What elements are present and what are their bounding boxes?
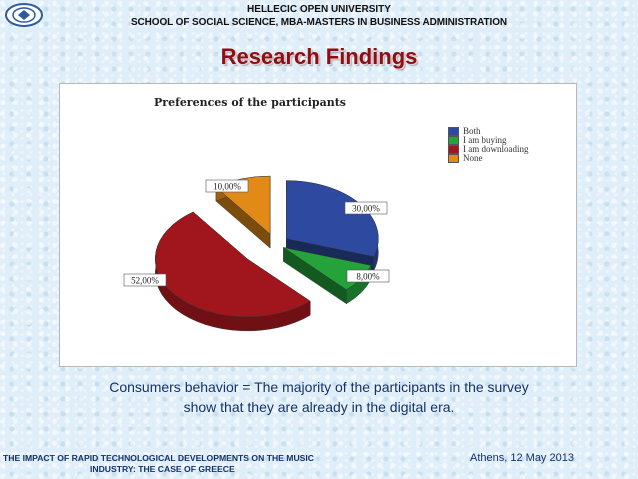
legend-item: I am buying bbox=[448, 136, 529, 145]
caption-line-1: Consumers behavior = The majority of the… bbox=[109, 379, 529, 395]
legend-item: I am downloading bbox=[448, 145, 529, 154]
legend-item: Both bbox=[448, 127, 529, 136]
data-label: 52,00% bbox=[123, 273, 167, 287]
legend-swatch bbox=[448, 154, 459, 163]
university-name: HELLECIC OPEN UNIVERSITY bbox=[247, 4, 391, 15]
pie-chart: 30,00% 8,00% 52,00% 10,00% bbox=[123, 175, 390, 332]
school-name: SCHOOL OF SOCIAL SCIENCE, MBA-MASTERS IN… bbox=[130, 17, 508, 28]
legend-item: None bbox=[448, 154, 529, 163]
pie-slice-i-am-downloading bbox=[155, 211, 311, 332]
data-label: 30,00% bbox=[344, 201, 388, 215]
caption-line-2: show that they are already in the digita… bbox=[183, 399, 455, 415]
svg-text:30,00%: 30,00% bbox=[352, 204, 380, 214]
legend-swatch bbox=[448, 136, 459, 145]
svg-text:8,00%: 8,00% bbox=[356, 272, 380, 282]
data-label: 8,00% bbox=[346, 269, 390, 283]
slide-title: Research Findings bbox=[220, 44, 418, 69]
chart-panel: Preferences of the participants 30,00% 8,… bbox=[59, 83, 577, 367]
svg-text:52,00%: 52,00% bbox=[131, 276, 159, 286]
footer-date: Athens, 12 May 2013 bbox=[470, 452, 574, 464]
legend-label: Both bbox=[463, 126, 481, 136]
slide-caption: Consumers behavior = The majority of the… bbox=[60, 377, 578, 417]
data-label: 10,00% bbox=[205, 179, 249, 193]
chart-title: Preferences of the participants bbox=[154, 96, 346, 109]
legend-swatch bbox=[448, 127, 459, 136]
chart-legend: Both I am buying I am downloading None bbox=[448, 127, 529, 163]
footer-line-1: THE IMPACT OF RAPID TECHNOLOGICAL DEVELO… bbox=[3, 453, 314, 463]
legend-label: I am downloading bbox=[463, 144, 529, 154]
footer-line-2: INDUSTRY: THE CASE OF GREECE bbox=[90, 464, 235, 474]
svg-text:10,00%: 10,00% bbox=[213, 182, 241, 192]
legend-swatch bbox=[448, 145, 459, 154]
university-logo-icon bbox=[5, 3, 43, 27]
footer-thesis-title: THE IMPACT OF RAPID TECHNOLOGICAL DEVELO… bbox=[3, 453, 363, 475]
legend-label: I am buying bbox=[463, 135, 507, 145]
legend-label: None bbox=[463, 153, 483, 163]
